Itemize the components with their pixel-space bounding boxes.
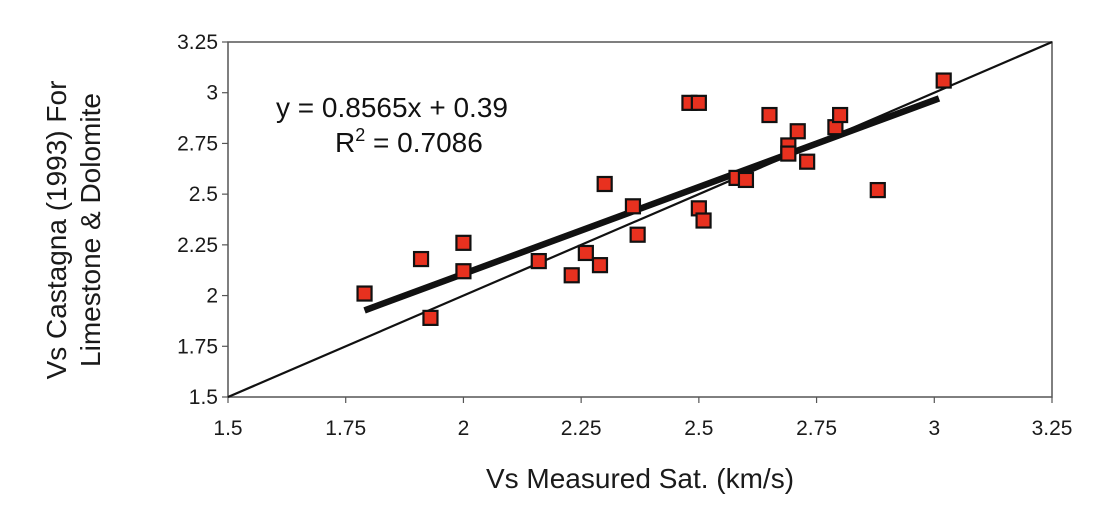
x-tick-label: 2.5 [684, 417, 713, 440]
x-tick-label: 1.5 [213, 417, 242, 440]
data-point [761, 106, 778, 124]
data-point [356, 285, 373, 302]
data-point [596, 175, 613, 193]
data-points [356, 72, 952, 326]
data-point [799, 153, 816, 170]
data-point [455, 234, 472, 251]
data-point [737, 171, 755, 189]
identity-line [227, 40, 1053, 399]
data-point [412, 250, 430, 268]
data-point [780, 145, 797, 162]
x-tick-label: 1.75 [325, 417, 366, 440]
data-point [591, 257, 609, 274]
r-squared-exponent: 2 [355, 125, 365, 145]
plot-area [227, 41, 1053, 398]
y-axis-title-line1: Vs Castagna (1993) For [41, 81, 72, 380]
data-point [832, 106, 849, 124]
x-tick-label: 2.25 [561, 417, 602, 440]
y-tick-label: 2 [206, 285, 218, 308]
data-point [695, 212, 712, 229]
data-point [789, 123, 806, 140]
y-axis: 1.5 1.75 2 2.25 2.5 2.75 3 3.25 [177, 31, 228, 409]
x-tick-label: 2.75 [796, 417, 837, 440]
data-point [935, 72, 952, 89]
y-tick-label: 2.25 [177, 234, 218, 257]
data-point [455, 263, 472, 280]
x-tick-label: 3.25 [1032, 417, 1073, 440]
data-point [422, 309, 439, 326]
r-squared-value: = 0.7086 [365, 127, 483, 158]
data-point [869, 181, 886, 199]
y-tick-label: 2.5 [189, 183, 218, 206]
y-tick-label: 1.5 [189, 386, 218, 409]
x-axis-title: Vs Measured Sat. (km/s) [486, 463, 794, 494]
data-point [690, 94, 707, 111]
data-point [530, 252, 547, 270]
y-tick-label: 1.75 [177, 335, 218, 358]
regression-equation: y = 0.8565x + 0.39 [276, 92, 508, 123]
x-axis: 1.5 1.75 2 2.25 2.5 2.75 3 3.25 [213, 397, 1072, 440]
y-tick-label: 3 [206, 82, 218, 105]
data-point [563, 267, 580, 284]
x-tick-label: 3 [928, 417, 940, 440]
r-squared-annotation: R2 = 0.7086 [335, 125, 483, 158]
r-squared-symbol: R [335, 127, 355, 158]
y-axis-title-line2: Limestone & Dolomite [75, 93, 106, 367]
y-axis-title: Vs Castagna (1993) For Limestone & Dolom… [41, 81, 106, 380]
equation-clip-mask [578, 92, 598, 124]
data-point [624, 198, 642, 215]
data-point [577, 244, 594, 262]
x-tick-label: 2 [458, 417, 470, 440]
y-tick-label: 3.25 [177, 31, 218, 54]
y-tick-label: 2.75 [177, 132, 218, 155]
data-point [629, 226, 646, 243]
